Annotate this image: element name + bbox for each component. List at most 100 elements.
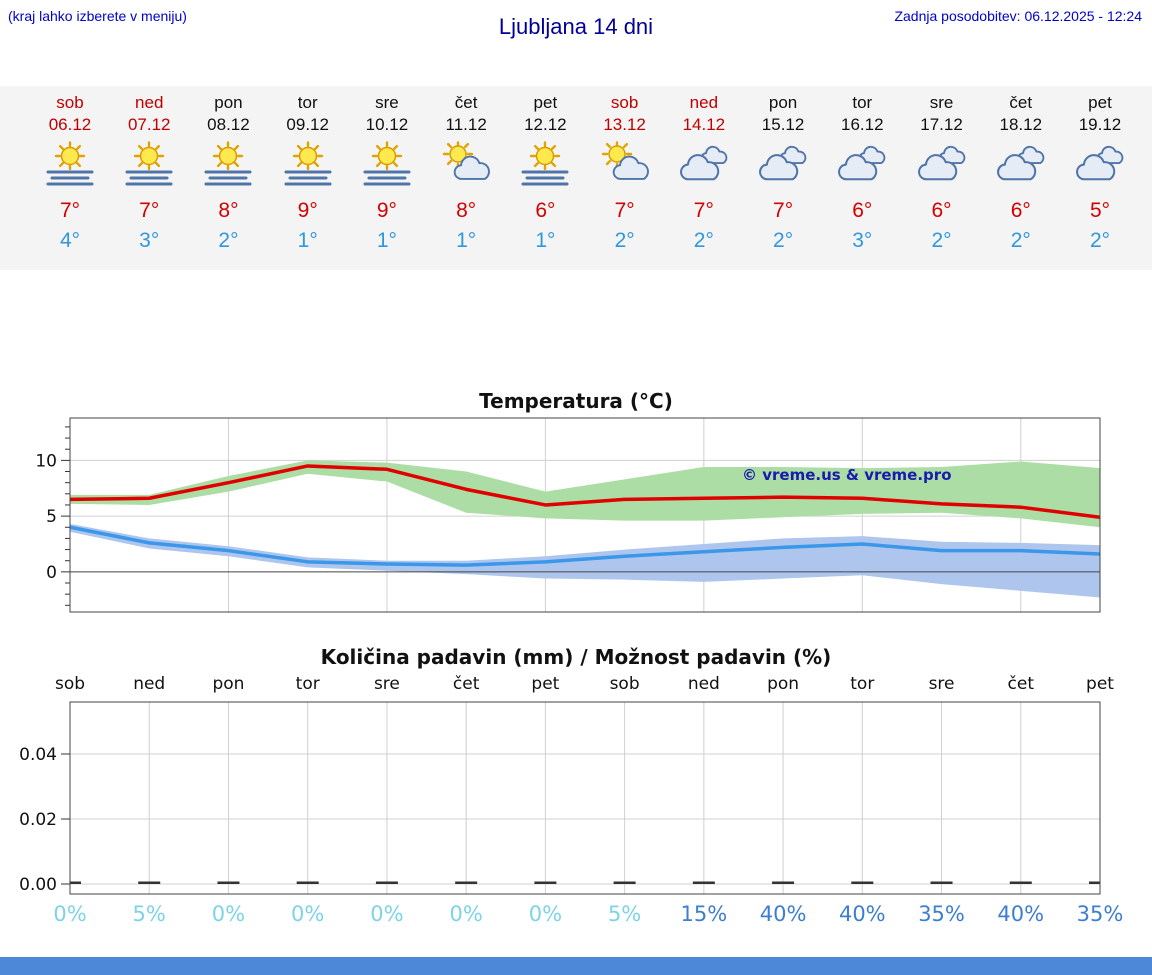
high-temp: 6° <box>1010 199 1031 222</box>
high-temp: 6° <box>852 199 873 222</box>
precip-bar <box>772 881 795 884</box>
day-date: 07.12 <box>127 115 171 134</box>
precip-day-label: sob <box>54 674 86 694</box>
precip-day-label: čet <box>452 674 480 694</box>
forecast-day: pet 12.12 6° 1° <box>505 86 585 253</box>
low-temp: 1° <box>297 229 318 252</box>
forecast-day: pon 15.12 7° 2° <box>743 86 823 253</box>
forecast-day: čet 18.12 6° 2° <box>981 86 1061 253</box>
precip-bar <box>296 881 319 884</box>
precip-day-label: tor <box>295 674 320 694</box>
last-update-label: Zadnja posodobitev: 06.12.2025 - 12:24 <box>894 8 1142 24</box>
high-temp: 9° <box>297 199 318 222</box>
precip-chance-label: 40% <box>997 902 1045 926</box>
precip-bar <box>217 881 240 884</box>
svg-text:0.04: 0.04 <box>19 745 57 765</box>
precip-chance-label: 0% <box>291 902 325 926</box>
precip-bar <box>534 881 557 884</box>
precip-day-label: pon <box>212 674 245 694</box>
day-date: 09.12 <box>286 115 329 134</box>
precip-chance-label: 35% <box>918 902 965 926</box>
cloudy-icon <box>1070 141 1130 187</box>
svg-text:0.00: 0.00 <box>19 875 57 895</box>
precip-day-label: pet <box>1086 674 1114 694</box>
day-date: 15.12 <box>761 115 805 134</box>
day-name: sob <box>56 93 84 112</box>
low-temp: 1° <box>456 229 477 252</box>
sun-cloud-icon <box>436 141 496 187</box>
svg-text:10: 10 <box>35 451 57 471</box>
day-name: čet <box>1009 93 1033 112</box>
fog-sun-icon <box>198 141 258 187</box>
low-temp: 2° <box>693 229 714 252</box>
forecast-day: pet 19.12 5° 2° <box>1060 86 1140 253</box>
svg-text:0: 0 <box>46 563 57 583</box>
precip-bar <box>613 881 636 884</box>
high-temp: 6° <box>535 199 556 222</box>
precip-bar <box>851 881 874 884</box>
day-name: sre <box>375 93 399 112</box>
forecast-strip: sob 06.12 7° 4° ned 07.12 7° 3° pon 08.12 8° 2° tor 0… <box>0 86 1152 270</box>
cloudy-icon <box>912 141 972 187</box>
precip-bar <box>1089 881 1100 884</box>
location-menu-hint: (kraj lahko izberete v meniju) <box>8 8 187 24</box>
precip-bar <box>455 881 478 884</box>
precip-day-label: ned <box>687 674 720 694</box>
precip-chance-label: 5% <box>132 902 166 926</box>
precipitation-day-axis: sob ned pon tor sre čet pet sob ned pon tor sre čet p… <box>0 674 1152 700</box>
day-name: čet <box>454 93 478 112</box>
cloudy-icon <box>674 141 734 187</box>
forecast-day: tor 16.12 6° 3° <box>822 86 902 253</box>
high-temp: 7° <box>59 199 81 222</box>
day-name: pon <box>214 93 243 112</box>
day-date: 14.12 <box>682 115 726 134</box>
forecast-day: pon 08.12 8° 2° <box>188 86 268 253</box>
precip-chance-label: 0% <box>449 902 483 926</box>
low-temp: 2° <box>931 229 952 252</box>
day-date: 08.12 <box>207 115 250 134</box>
day-date: 10.12 <box>365 115 409 134</box>
precip-chance-label: 15% <box>680 902 728 926</box>
day-name: pet <box>533 93 558 112</box>
precip-day-label: sob <box>609 674 640 694</box>
forecast-day: sre 10.12 9° 1° <box>347 86 427 253</box>
day-name: sre <box>929 93 954 112</box>
high-temp: 7° <box>773 199 794 222</box>
high-temp: 7° <box>693 199 714 222</box>
precip-chance-label: 40% <box>838 902 886 926</box>
cloudy-icon <box>832 141 892 187</box>
fog-sun-icon <box>357 141 417 187</box>
low-temp: 4° <box>59 229 81 252</box>
page-title: Ljubljana 14 dni <box>498 14 654 39</box>
temperature-chart: 0 5 10 © vreme.us & vreme.pro <box>35 417 1101 613</box>
precip-day-label: ned <box>133 674 166 694</box>
low-temp: 1° <box>535 229 556 252</box>
day-date: 19.12 <box>1078 115 1122 134</box>
day-date: 18.12 <box>999 115 1043 134</box>
fog-sun-icon <box>119 141 179 187</box>
precip-chance-label: 0% <box>370 902 404 926</box>
precip-day-label: sre <box>373 674 400 694</box>
high-temp: 9° <box>376 199 397 222</box>
precip-chance-label: 0% <box>211 902 246 926</box>
low-temp: 3° <box>139 229 160 252</box>
forecast-day: ned 14.12 7° 2° <box>664 86 744 253</box>
forecast-day: sob 06.12 7° 4° <box>30 86 110 253</box>
forecast-day: tor 09.12 9° 1° <box>268 86 348 253</box>
low-temp: 2° <box>773 229 794 252</box>
forecast-day: čet 11.12 8° 1° <box>426 86 506 253</box>
high-temp: 7° <box>139 199 160 222</box>
precipitation-chance-row: 0% 5% 0% 0% 0% 0% 0% 5% 15% 40% 40% 35% 40% 35% <box>0 902 1152 928</box>
precip-bar <box>1009 881 1032 884</box>
high-temp: 8° <box>218 199 239 222</box>
low-temp: 1° <box>376 229 397 252</box>
day-date: 17.12 <box>920 115 963 134</box>
day-name: tor <box>852 93 873 112</box>
day-name: tor <box>297 93 318 112</box>
precip-bar <box>138 881 161 884</box>
precip-chance-label: 0% <box>53 902 87 926</box>
svg-text:0.02: 0.02 <box>19 810 57 830</box>
high-temp: 6° <box>931 199 952 222</box>
day-name: sob <box>610 93 639 112</box>
day-date: 11.12 <box>445 115 487 134</box>
